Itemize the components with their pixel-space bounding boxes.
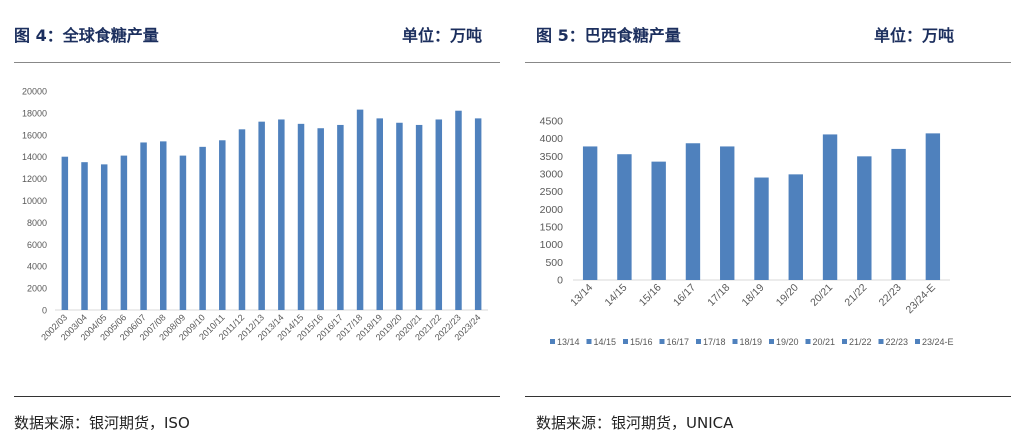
x-tick-label: 14/15 [602,282,629,309]
bar-2010/11 [219,140,226,310]
bar-2021/22 [435,119,443,310]
x-tick-label: 18/19 [740,282,767,309]
legend-swatch [732,339,738,344]
y-tick-label: 3000 [540,169,564,181]
y-tick-label: 20000 [22,87,47,97]
x-tick-label: 22/23 [877,282,904,309]
y-tick-label: 16000 [22,130,47,140]
x-tick-label: 16/17 [671,282,698,309]
bar-2023/24 [474,118,482,310]
bar-2009/10 [199,146,206,310]
bar-17/18 [720,146,735,280]
bar-23/24-E [925,133,941,280]
bar-21/22 [857,156,872,280]
bar-2008/09 [179,155,187,310]
y-tick-label: 0 [42,306,47,316]
y-tick-label: 6000 [27,240,47,250]
y-tick-label: 14000 [22,152,47,162]
bar-2004/05 [100,164,108,310]
bar-2011/12 [238,129,246,310]
y-tick-label: 1500 [540,222,564,234]
bar-20/21 [822,134,838,280]
y-tick-label: 12000 [22,174,47,184]
y-tick-label: 1000 [540,239,564,251]
legend-label: 20/21 [813,337,836,347]
right-unit-label: 单位：万吨 [874,26,955,45]
y-tick-label: 10000 [22,196,47,206]
legend-label: 17/18 [703,337,726,347]
right-bar-chart: 0 500 1000 1500 2000 2500 3000 3500 4000 4500 13/1… [540,116,954,348]
bar-19/20 [788,174,803,280]
y-tick-label: 8000 [27,218,47,228]
legend-label: 19/20 [776,337,799,347]
x-tick-label: 21/22 [842,282,869,309]
left-source: 数据来源：银河期货，ISO [14,414,190,432]
bar-14/15 [617,154,632,280]
legend-label: 16/17 [667,337,690,347]
legend-label: 22/23 [886,337,909,347]
bar-18/19 [754,177,769,280]
x-tick-label: 15/16 [637,282,664,309]
y-tick-label: 500 [545,257,563,269]
x-tick-label: 23/24-E [903,282,937,316]
legend-label: 13/14 [557,337,580,347]
legend-swatch [915,339,920,344]
x-tick-label: 19/20 [774,282,801,309]
bar-2020/21 [415,124,423,310]
legend-swatch [842,339,847,344]
bar-2015/16 [317,128,324,310]
legend-label: 23/24-E [922,337,954,347]
legend-label: 14/15 [594,337,617,347]
y-tick-label: 4000 [540,133,564,145]
bar-2017/18 [356,109,364,311]
legend-swatch [878,339,884,344]
y-tick-label: 2000 [27,284,47,294]
bar-2002/03 [61,156,69,310]
x-tick-label: 20/21 [808,282,835,309]
y-tick-label: 18000 [22,108,47,118]
bar-2007/08 [160,141,167,310]
bar-2003/04 [81,162,88,310]
legend-label: 18/19 [740,337,763,347]
x-tick-label: 13/14 [568,282,595,309]
bar-15/16 [651,161,666,280]
bar-2022/23 [455,110,462,311]
left-unit-label: 单位：万吨 [402,26,483,45]
right-source-divider [525,396,1011,397]
bar-2013/14 [278,119,285,310]
y-tick-label: 4500 [540,116,564,128]
legend-swatch [769,339,774,344]
y-tick-label: 2500 [540,186,564,198]
bar-2016/17 [337,124,344,310]
bar-2006/07 [140,142,147,310]
bar-13/14 [582,146,598,280]
bar-2005/06 [120,155,128,310]
x-tick-label: 17/18 [705,282,732,309]
y-tick-label: 2000 [540,204,564,216]
legend-swatch [623,339,628,344]
bar-2012/13 [258,121,265,310]
y-tick-label: 4000 [27,262,47,272]
legend-swatch [696,339,701,344]
legend-swatch [805,339,811,344]
left-source-divider [14,396,500,397]
bar-2014/15 [297,123,305,310]
bar-2019/20 [396,122,403,310]
left-chart-title: 图 4：全球食糖产量 [14,26,159,45]
bar-22/23 [891,148,906,280]
legend-swatch [659,339,665,344]
bar-2018/19 [376,118,383,310]
y-tick-label: 3500 [540,151,564,163]
right-title-divider [525,62,1011,63]
bar-16/17 [685,143,701,280]
y-tick-label: 0 [557,275,563,287]
legend-label: 21/22 [849,337,872,347]
legend-swatch [586,339,592,344]
left-title-divider [14,62,500,63]
legend-label: 15/16 [630,337,653,347]
left-bar-chart: 0 2000 4000 6000 8000 10000 12000 14000 16000 180… [22,87,488,342]
legend-swatch [550,339,555,344]
right-source: 数据来源：银河期货，UNICA [536,414,734,432]
right-chart-title: 图 5：巴西食糖产量 [536,26,681,45]
